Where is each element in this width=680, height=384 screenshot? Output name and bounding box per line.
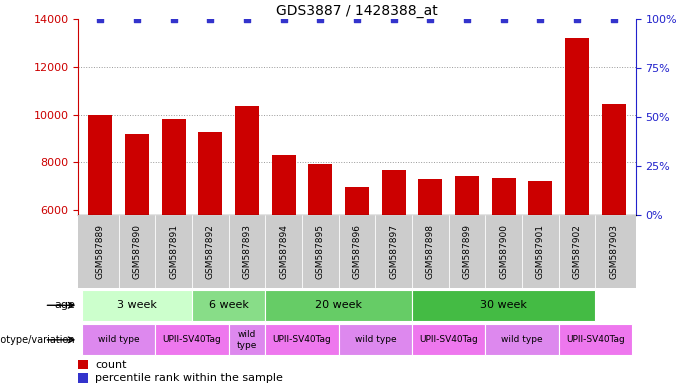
Text: GSM587897: GSM587897 xyxy=(389,224,398,279)
Bar xyxy=(522,215,559,288)
Point xyxy=(535,16,546,22)
Bar xyxy=(486,324,559,356)
Bar xyxy=(272,155,296,215)
Bar xyxy=(78,215,93,288)
Bar xyxy=(418,179,442,215)
Text: count: count xyxy=(95,360,126,370)
Point xyxy=(168,16,179,22)
Bar xyxy=(265,290,412,321)
Bar xyxy=(565,38,589,215)
Text: GSM587895: GSM587895 xyxy=(316,224,325,279)
Text: 20 week: 20 week xyxy=(315,300,362,310)
Bar xyxy=(559,215,596,288)
Point xyxy=(388,16,399,22)
Text: wild type: wild type xyxy=(354,335,396,344)
Bar xyxy=(82,215,118,288)
Bar xyxy=(235,106,259,215)
Text: GSM587900: GSM587900 xyxy=(499,224,508,279)
Bar xyxy=(265,324,339,356)
Title: GDS3887 / 1428388_at: GDS3887 / 1428388_at xyxy=(276,4,438,18)
Bar xyxy=(412,324,486,356)
Text: GSM587898: GSM587898 xyxy=(426,224,435,279)
Bar xyxy=(118,215,155,288)
Bar xyxy=(265,215,302,288)
Point xyxy=(498,16,509,22)
Bar xyxy=(339,215,375,288)
Bar xyxy=(162,119,186,215)
Point xyxy=(609,16,619,22)
Bar xyxy=(375,215,412,288)
Bar xyxy=(492,178,515,215)
Text: GSM587891: GSM587891 xyxy=(169,224,178,279)
Text: wild type: wild type xyxy=(501,335,543,344)
Text: wild
type: wild type xyxy=(237,330,257,349)
Text: GSM587901: GSM587901 xyxy=(536,224,545,279)
Text: UPII-SV40Tag: UPII-SV40Tag xyxy=(420,335,478,344)
Bar xyxy=(88,115,112,215)
Point xyxy=(278,16,289,22)
Bar xyxy=(82,290,192,321)
Text: GSM587890: GSM587890 xyxy=(133,224,141,279)
Bar xyxy=(602,104,626,215)
Bar xyxy=(228,324,265,356)
Bar xyxy=(596,215,632,288)
Bar xyxy=(339,324,412,356)
Point xyxy=(95,16,105,22)
Bar xyxy=(381,170,405,215)
Bar xyxy=(309,164,333,215)
Text: percentile rank within the sample: percentile rank within the sample xyxy=(95,373,283,383)
Point xyxy=(315,16,326,22)
Bar xyxy=(632,215,636,288)
Text: 6 week: 6 week xyxy=(209,300,249,310)
Bar xyxy=(455,175,479,215)
Text: 30 week: 30 week xyxy=(480,300,527,310)
Bar xyxy=(192,215,228,288)
Point xyxy=(205,16,216,22)
Text: GSM587893: GSM587893 xyxy=(243,224,252,279)
Text: GSM587894: GSM587894 xyxy=(279,224,288,279)
Point xyxy=(462,16,473,22)
Bar xyxy=(449,215,486,288)
Text: wild type: wild type xyxy=(98,335,139,344)
Bar xyxy=(199,132,222,215)
Bar xyxy=(302,215,339,288)
Bar xyxy=(345,187,369,215)
Text: GSM587902: GSM587902 xyxy=(573,224,581,279)
Bar xyxy=(78,360,88,369)
Bar xyxy=(412,215,449,288)
Bar xyxy=(228,215,265,288)
Text: UPII-SV40Tag: UPII-SV40Tag xyxy=(273,335,331,344)
Point xyxy=(241,16,252,22)
Bar xyxy=(155,324,228,356)
Point xyxy=(352,16,362,22)
Point xyxy=(425,16,436,22)
Text: GSM587892: GSM587892 xyxy=(206,224,215,279)
Text: age: age xyxy=(54,300,75,310)
Text: UPII-SV40Tag: UPII-SV40Tag xyxy=(566,335,625,344)
Text: GSM587899: GSM587899 xyxy=(462,224,471,279)
Point xyxy=(572,16,583,22)
Text: GSM587889: GSM587889 xyxy=(96,224,105,279)
Bar xyxy=(528,181,552,215)
Bar xyxy=(412,290,596,321)
Bar xyxy=(82,324,155,356)
Point xyxy=(131,16,142,22)
Bar xyxy=(559,324,632,356)
Text: GSM587903: GSM587903 xyxy=(609,224,618,279)
Bar xyxy=(486,215,522,288)
Bar xyxy=(155,215,192,288)
Text: UPII-SV40Tag: UPII-SV40Tag xyxy=(163,335,221,344)
Text: genotype/variation: genotype/variation xyxy=(0,335,75,345)
Text: GSM587896: GSM587896 xyxy=(352,224,362,279)
Text: 3 week: 3 week xyxy=(117,300,157,310)
Bar xyxy=(125,134,149,215)
Bar xyxy=(192,290,265,321)
Bar xyxy=(78,373,88,382)
